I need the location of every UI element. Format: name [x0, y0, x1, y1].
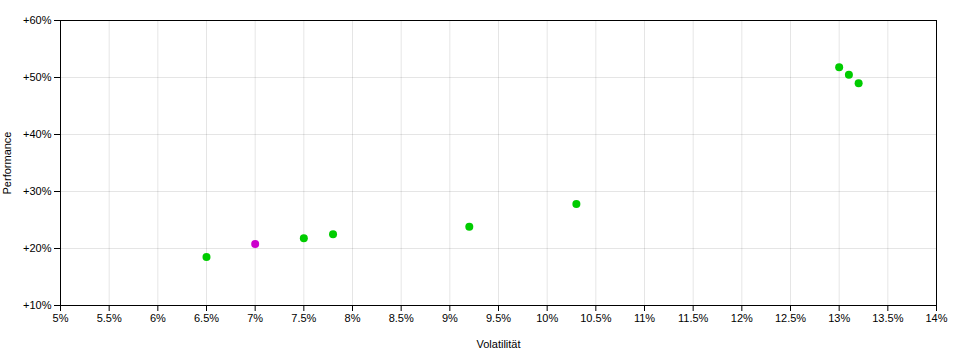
- svg-text:9%: 9%: [442, 312, 458, 324]
- svg-text:12%: 12%: [731, 312, 753, 324]
- svg-text:10.5%: 10.5%: [580, 312, 611, 324]
- svg-text:+30%: +30%: [23, 185, 52, 197]
- svg-text:7%: 7%: [247, 312, 263, 324]
- svg-text:+40%: +40%: [23, 128, 52, 140]
- svg-text:5.5%: 5.5%: [97, 312, 122, 324]
- svg-text:5%: 5%: [53, 312, 69, 324]
- svg-text:11%: 11%: [634, 312, 655, 324]
- svg-text:+50%: +50%: [23, 71, 52, 83]
- svg-text:13.5%: 13.5%: [872, 312, 903, 324]
- svg-text:8.5%: 8.5%: [389, 312, 414, 324]
- svg-text:10%: 10%: [536, 312, 558, 324]
- svg-text:6%: 6%: [150, 312, 166, 324]
- svg-text:11.5%: 11.5%: [678, 312, 709, 324]
- svg-text:9.5%: 9.5%: [486, 312, 511, 324]
- svg-text:+20%: +20%: [23, 242, 52, 254]
- svg-text:14%: 14%: [925, 312, 947, 324]
- svg-text:13%: 13%: [828, 312, 850, 324]
- svg-text:12.5%: 12.5%: [775, 312, 806, 324]
- svg-text:8%: 8%: [345, 312, 361, 324]
- svg-text:6.5%: 6.5%: [194, 312, 219, 324]
- svg-text:7.5%: 7.5%: [291, 312, 316, 324]
- svg-text:+10%: +10%: [23, 299, 52, 311]
- svg-text:Performance: Performance: [1, 132, 13, 195]
- svg-text:+60%: +60%: [23, 14, 52, 26]
- svg-text:Volatilität: Volatilität: [476, 338, 520, 350]
